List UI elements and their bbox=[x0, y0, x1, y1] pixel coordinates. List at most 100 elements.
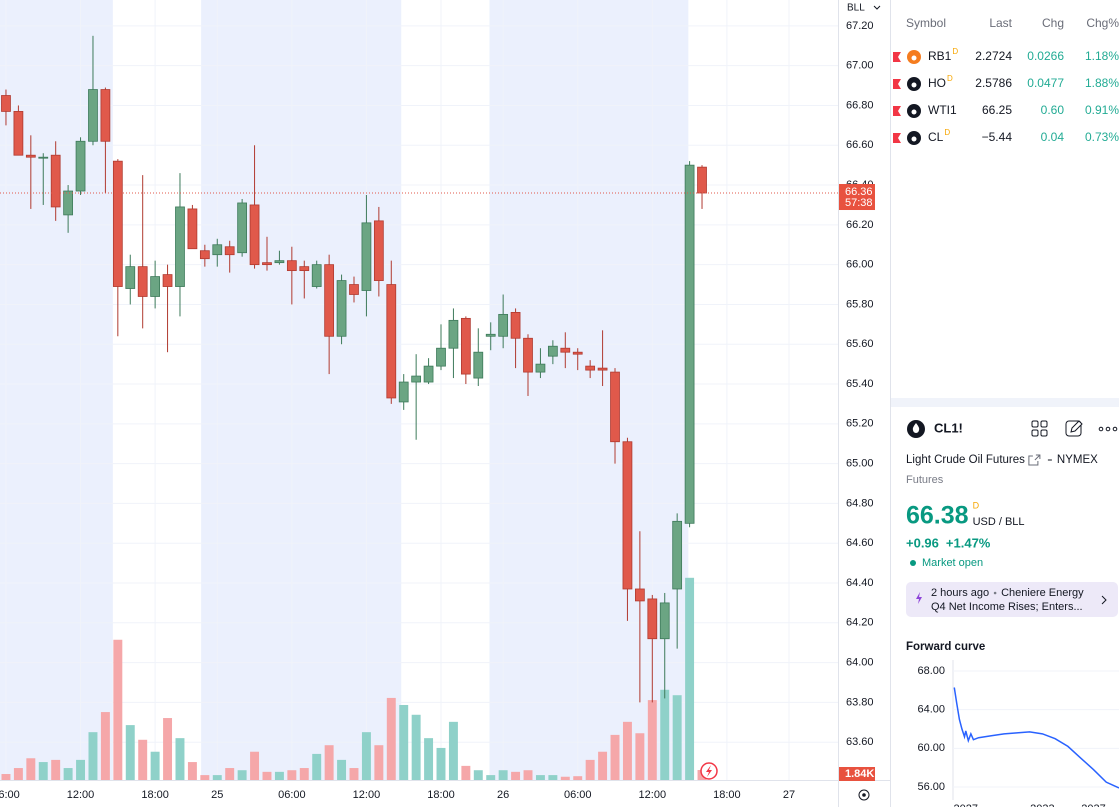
row-flag[interactable] bbox=[893, 106, 901, 116]
change-percent[interactable]: 0.73% bbox=[1085, 130, 1119, 144]
volume-bar bbox=[436, 747, 446, 780]
symbol-icon-glyph[interactable] bbox=[911, 82, 917, 88]
dot[interactable] bbox=[1098, 426, 1104, 432]
last[interactable]: 2.2724 bbox=[975, 49, 1012, 63]
gear[interactable] bbox=[858, 789, 870, 801]
symbol[interactable]: WTI1 bbox=[928, 103, 957, 117]
volume-bar bbox=[473, 770, 483, 780]
dot[interactable] bbox=[1105, 426, 1111, 432]
candle-body bbox=[175, 206, 185, 287]
delay-flag[interactable]: D bbox=[952, 47, 958, 56]
change-percent: +1.47% bbox=[946, 535, 991, 550]
time-tick-label: 12:00 bbox=[639, 789, 667, 801]
delay-flag[interactable]: D bbox=[947, 74, 953, 83]
currency-dropdown[interactable]: BLL bbox=[840, 0, 886, 16]
icon[interactable] bbox=[1031, 429, 1039, 437]
status-dot bbox=[910, 560, 916, 566]
volume-bar bbox=[324, 745, 334, 780]
symbol[interactable]: HO bbox=[928, 76, 946, 90]
time-tick-label: 18:00 bbox=[427, 789, 455, 801]
news-card[interactable]: 2 hours ago Cheniere Energy Q4 Net Incom… bbox=[906, 582, 1118, 617]
price-tick-label: 66.80 bbox=[846, 99, 874, 111]
row-flag[interactable] bbox=[893, 133, 901, 143]
row-flag[interactable] bbox=[893, 52, 901, 62]
volume-bar bbox=[647, 700, 657, 780]
symbol-icon-glyph[interactable] bbox=[911, 136, 917, 142]
alert-bolt[interactable] bbox=[706, 765, 712, 777]
column-header: Last bbox=[989, 16, 1012, 30]
news-headline[interactable]: Cheniere Energy bbox=[1001, 587, 1084, 599]
alert-icon[interactable] bbox=[700, 762, 718, 780]
volume-bar bbox=[212, 775, 222, 780]
last[interactable]: 66.25 bbox=[982, 103, 1012, 117]
currency-label[interactable]: BLL bbox=[847, 3, 865, 14]
watchlist-row[interactable]: HO D 2.5786 0.0477 1.88% bbox=[893, 74, 1119, 91]
gear-hub[interactable] bbox=[862, 793, 866, 797]
news-time[interactable]: 2 hours ago bbox=[931, 587, 989, 599]
change-percent[interactable]: 1.18% bbox=[1085, 49, 1119, 63]
icon[interactable] bbox=[1040, 429, 1048, 437]
volume-bar bbox=[100, 712, 110, 780]
icon[interactable] bbox=[1040, 420, 1048, 428]
news-bg[interactable] bbox=[906, 582, 1118, 617]
layout-button[interactable] bbox=[1031, 420, 1048, 437]
icon[interactable] bbox=[1031, 420, 1039, 428]
candle-body bbox=[199, 250, 210, 260]
symbol[interactable]: RB1 bbox=[928, 49, 952, 63]
dot[interactable] bbox=[1112, 426, 1118, 432]
candle-body bbox=[684, 164, 695, 524]
candle-body bbox=[647, 598, 658, 640]
volume-bar bbox=[486, 775, 496, 780]
dropdown-bg[interactable] bbox=[840, 0, 886, 16]
caret[interactable] bbox=[873, 5, 881, 10]
candle-body bbox=[262, 262, 272, 266]
icon[interactable] bbox=[1065, 420, 1082, 437]
change-percent[interactable]: 1.88% bbox=[1085, 76, 1119, 90]
candle-body bbox=[1, 95, 11, 112]
symbol[interactable]: CL bbox=[928, 130, 944, 144]
separator[interactable] bbox=[993, 591, 997, 595]
watchlist-row[interactable]: WTI1 66.25 0.60 0.91% bbox=[893, 103, 1119, 118]
delay-flag[interactable]: D bbox=[944, 128, 950, 137]
volume-bar bbox=[337, 759, 347, 780]
symbol-icon-glyph[interactable] bbox=[911, 55, 917, 61]
external-link[interactable] bbox=[1028, 454, 1041, 466]
row-flag[interactable] bbox=[893, 79, 901, 89]
volume-bar bbox=[312, 753, 322, 780]
price: 66.38 bbox=[906, 502, 969, 530]
settings-button[interactable] bbox=[858, 789, 870, 801]
symbol-icon-glyph[interactable] bbox=[911, 109, 917, 115]
plot bbox=[0, 0, 838, 780]
pen[interactable] bbox=[1070, 420, 1083, 433]
price-tag-label: 66.36 bbox=[845, 186, 873, 198]
volume-bar bbox=[660, 689, 670, 780]
candle-body bbox=[560, 347, 571, 353]
candle-body bbox=[13, 111, 24, 156]
news-headline[interactable]: Q4 Net Income Rises; Enters... bbox=[931, 601, 1083, 613]
watchlist-row[interactable]: CL D −5.44 0.04 0.73% bbox=[893, 128, 1119, 145]
volume-bar bbox=[150, 751, 160, 780]
volume-bar bbox=[635, 733, 645, 780]
candle-body bbox=[634, 588, 645, 602]
candle-body bbox=[150, 276, 160, 297]
change[interactable]: 0.0266 bbox=[1027, 49, 1064, 63]
candle-body bbox=[349, 284, 359, 295]
last[interactable]: −5.44 bbox=[982, 130, 1013, 144]
candle-body bbox=[38, 156, 49, 159]
watchlist-row[interactable]: RB1 D 2.2724 0.0266 1.18% bbox=[893, 47, 1119, 64]
y-tick-label: 60.00 bbox=[917, 742, 945, 754]
change-percent[interactable]: 0.91% bbox=[1085, 103, 1119, 117]
candle-body bbox=[324, 264, 335, 337]
change[interactable]: 0.0477 bbox=[1027, 76, 1064, 90]
change[interactable]: 0.60 bbox=[1041, 103, 1065, 117]
candle-body bbox=[622, 441, 633, 590]
price-tick-label: 65.40 bbox=[846, 378, 874, 390]
volume-bar bbox=[287, 770, 297, 780]
edit-button[interactable] bbox=[1065, 420, 1083, 437]
volume-tag bbox=[839, 767, 875, 781]
change[interactable]: 0.04 bbox=[1041, 130, 1065, 144]
chevron[interactable] bbox=[1101, 595, 1107, 605]
news-icon[interactable] bbox=[916, 592, 922, 604]
last[interactable]: 2.5786 bbox=[975, 76, 1012, 90]
more-button[interactable] bbox=[1098, 426, 1118, 432]
